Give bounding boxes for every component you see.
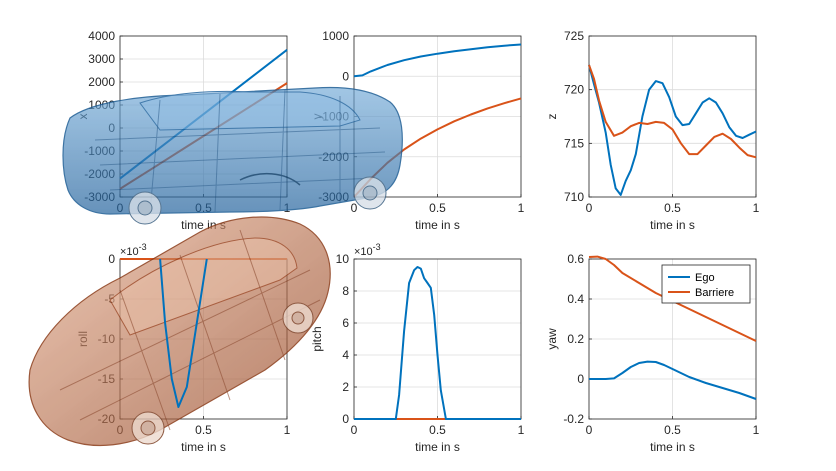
y-tick-label: 0 — [342, 412, 349, 426]
series-line-series-2 — [588, 64, 757, 159]
y-tick-label: 3000 — [88, 52, 115, 66]
y-tick-label: 0.6 — [567, 252, 584, 266]
y-tick-label: 8 — [342, 284, 349, 298]
x-axis-label: time in s — [650, 440, 695, 454]
x-tick-label: 0.5 — [429, 423, 446, 437]
y-tick-label: 0.4 — [567, 292, 584, 306]
y-tick-label: 0 — [577, 372, 584, 386]
y-axis-label: yaw — [545, 328, 559, 350]
series-line-ego — [589, 360, 757, 400]
y-exponent-label: ×10-3 — [120, 242, 147, 258]
x-axis-label: time in s — [650, 218, 695, 232]
exponent-power: -3 — [139, 242, 147, 252]
y-tick-label: 0 — [108, 252, 115, 266]
y-tick-label: 10 — [336, 252, 350, 266]
y-axis-label: z — [545, 114, 559, 120]
exponent-power: -3 — [373, 242, 381, 252]
x-axis-label: time in s — [415, 218, 460, 232]
series-line-series-2 — [159, 258, 208, 408]
y-tick-label: 0 — [342, 69, 349, 83]
axes-frame — [588, 35, 757, 198]
x-axis-label: time in s — [181, 440, 226, 454]
y-tick-label: 6 — [342, 316, 349, 330]
y-tick-label: 725 — [564, 29, 584, 43]
subplot-z: 0 0.5 1 710 715 720 725 time in s z — [545, 29, 760, 232]
y-tick-label: -0.2 — [563, 412, 584, 426]
y-exponent-label: ×10-3 — [354, 242, 381, 258]
exponent-base: ×10 — [354, 246, 373, 258]
x-tick-label: 1 — [284, 423, 291, 437]
y-tick-label: 4000 — [88, 29, 115, 43]
x-tick-label: 0 — [351, 423, 358, 437]
x-tick-label: 0 — [351, 201, 358, 215]
x-tick-label: 0.5 — [664, 423, 681, 437]
x-tick-label: 0.5 — [195, 423, 212, 437]
blue-car-model-image — [62, 86, 403, 225]
legend-box — [661, 264, 751, 304]
legend: Ego Barriere — [661, 264, 751, 304]
y-tick-label: 710 — [564, 190, 584, 204]
legend-entry-barriere: Barriere — [695, 287, 734, 299]
series-line-barriere — [588, 255, 757, 342]
series-line-series-2 — [354, 266, 521, 420]
x-tick-label: 0.5 — [664, 201, 681, 215]
series-line-series-1 — [353, 43, 522, 78]
y-tick-label: 2000 — [88, 75, 115, 89]
x-tick-label: 1 — [753, 423, 760, 437]
x-tick-label: 1 — [518, 423, 525, 437]
y-tick-label: 715 — [564, 136, 584, 150]
y-tick-label: 0.2 — [567, 332, 584, 346]
series-line-series-1 — [588, 64, 757, 196]
x-tick-label: 0 — [586, 423, 593, 437]
y-tick-label: 1000 — [322, 29, 349, 43]
x-tick-label: 1 — [753, 201, 760, 215]
axes-frame — [588, 258, 757, 420]
y-axis-label: pitch — [310, 326, 324, 351]
legend-entry-ego: Ego — [695, 272, 715, 284]
x-axis-label: time in s — [415, 440, 460, 454]
exponent-base: ×10 — [120, 246, 139, 258]
y-tick-label: 720 — [564, 83, 584, 97]
x-tick-label: 1 — [518, 201, 525, 215]
y-tick-label: 4 — [342, 348, 349, 362]
x-tick-label: 0.5 — [429, 201, 446, 215]
y-tick-label: 2 — [342, 380, 349, 394]
x-tick-label: 0 — [586, 201, 593, 215]
